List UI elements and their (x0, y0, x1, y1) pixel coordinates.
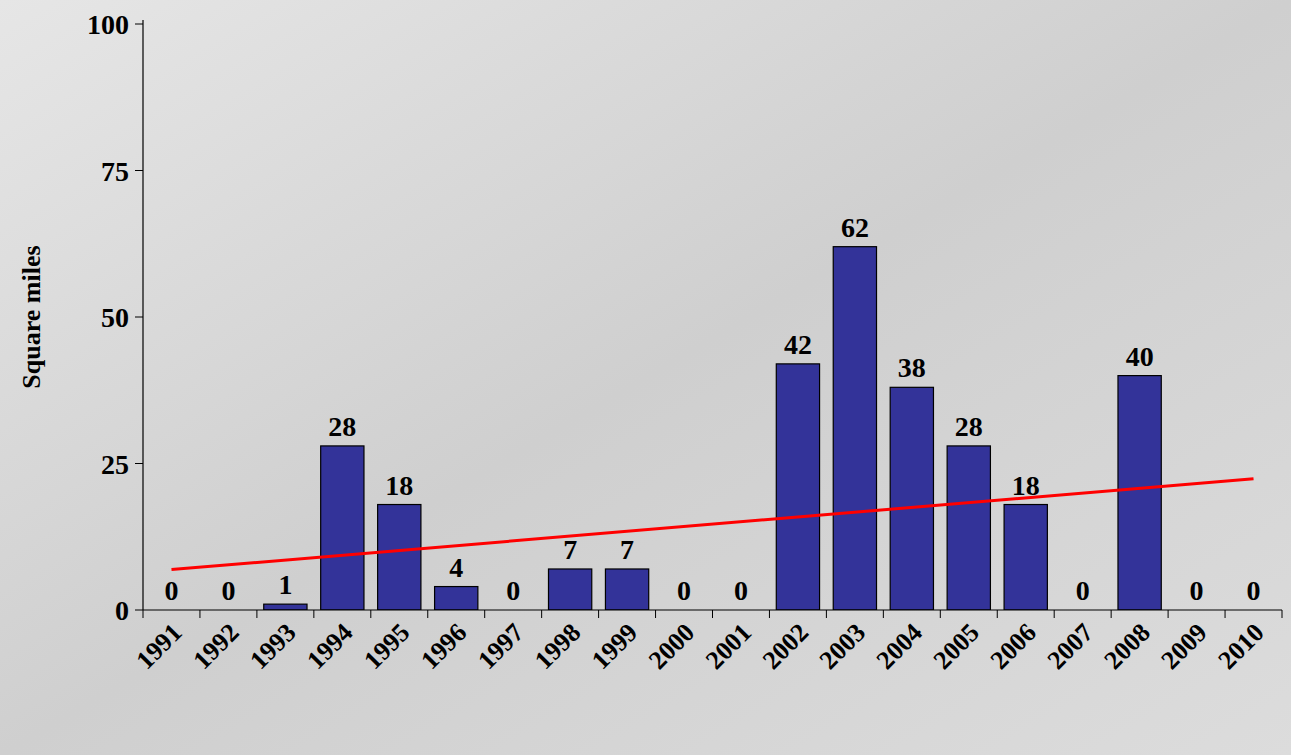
chart: Square miles0255075100001281840770042623… (0, 0, 1291, 755)
data-label: 7 (563, 534, 577, 565)
x-tick (1225, 610, 1226, 618)
bar (1118, 376, 1161, 610)
bar (605, 569, 648, 610)
x-tick (769, 610, 770, 618)
y-tick (135, 610, 143, 611)
x-tick (256, 610, 257, 618)
bar (947, 446, 990, 610)
y-tick-label: 50 (101, 302, 129, 333)
data-label: 0 (1247, 575, 1261, 606)
x-tick-label: 1994 (301, 618, 358, 675)
data-label: 62 (841, 212, 869, 243)
x-tick (1111, 610, 1112, 618)
x-tick-label: 2004 (871, 618, 928, 675)
x-tick (1168, 610, 1169, 618)
plot-area (171, 247, 1253, 610)
x-tick-label: 1997 (472, 618, 529, 675)
x-tick-label: 2000 (643, 618, 700, 675)
x-tick (199, 610, 200, 618)
bar (890, 387, 933, 610)
data-label: 0 (677, 575, 691, 606)
x-tick (1282, 610, 1283, 618)
x-tick-label: 2006 (985, 618, 1042, 675)
bar (378, 505, 421, 610)
x-tick (598, 610, 599, 618)
x-tick (313, 610, 314, 618)
y-tick-label: 75 (101, 156, 129, 187)
y-tick (135, 463, 143, 464)
y-tick (135, 317, 143, 318)
x-tick (940, 610, 941, 618)
bar (548, 569, 591, 610)
bar (833, 247, 876, 610)
bar (435, 587, 478, 610)
x-tick-label: 1996 (415, 618, 472, 675)
x-tick-label: 1993 (244, 618, 301, 675)
bar (776, 364, 819, 610)
data-label: 42 (784, 329, 812, 360)
bar (264, 604, 307, 610)
data-label: 4 (449, 552, 463, 583)
y-tick-label: 0 (115, 595, 129, 626)
x-tick (712, 610, 713, 618)
x-tick-label: 2003 (814, 618, 871, 675)
x-tick-label: 1991 (130, 618, 187, 675)
data-label: 28 (328, 411, 356, 442)
bar (321, 446, 364, 610)
data-label: 18 (385, 470, 413, 501)
x-tick (997, 610, 998, 618)
data-label: 0 (734, 575, 748, 606)
x-tick-label: 2005 (928, 618, 985, 675)
x-tick (541, 610, 542, 618)
data-label: 38 (898, 352, 926, 383)
x-tick-label: 2002 (757, 618, 814, 675)
data-label: 0 (164, 575, 178, 606)
x-tick (826, 610, 827, 618)
x-tick-label: 2010 (1212, 618, 1269, 675)
data-label: 18 (1012, 470, 1040, 501)
data-label: 0 (506, 575, 520, 606)
y-axis-title: Square miles (17, 245, 46, 388)
x-tick (1054, 610, 1055, 618)
x-tick-label: 2009 (1156, 618, 1213, 675)
x-tick (370, 610, 371, 618)
x-tick (427, 610, 428, 618)
x-tick-label: 2007 (1042, 618, 1099, 675)
y-tick-label: 100 (87, 9, 129, 40)
x-tick (484, 610, 485, 618)
y-tick-label: 25 (101, 449, 129, 480)
x-tick (883, 610, 884, 618)
y-tick (135, 24, 143, 25)
x-tick (655, 610, 656, 618)
x-tick-label: 1999 (586, 618, 643, 675)
data-label: 0 (1076, 575, 1090, 606)
x-tick-label: 1992 (187, 618, 244, 675)
x-tick-label: 2008 (1099, 618, 1156, 675)
data-label: 0 (1190, 575, 1204, 606)
data-label: 7 (620, 534, 634, 565)
x-tick-label: 1998 (529, 618, 586, 675)
background (0, 0, 1291, 755)
bar (1004, 505, 1047, 610)
data-label: 28 (955, 411, 983, 442)
x-tick-label: 1995 (358, 618, 415, 675)
data-label: 40 (1126, 341, 1154, 372)
y-tick (135, 170, 143, 171)
x-tick (143, 610, 144, 618)
data-label: 1 (278, 569, 292, 600)
trend-line (171, 479, 1253, 570)
data-label: 0 (221, 575, 235, 606)
y-axis (142, 20, 143, 610)
x-tick-label: 2001 (700, 618, 757, 675)
